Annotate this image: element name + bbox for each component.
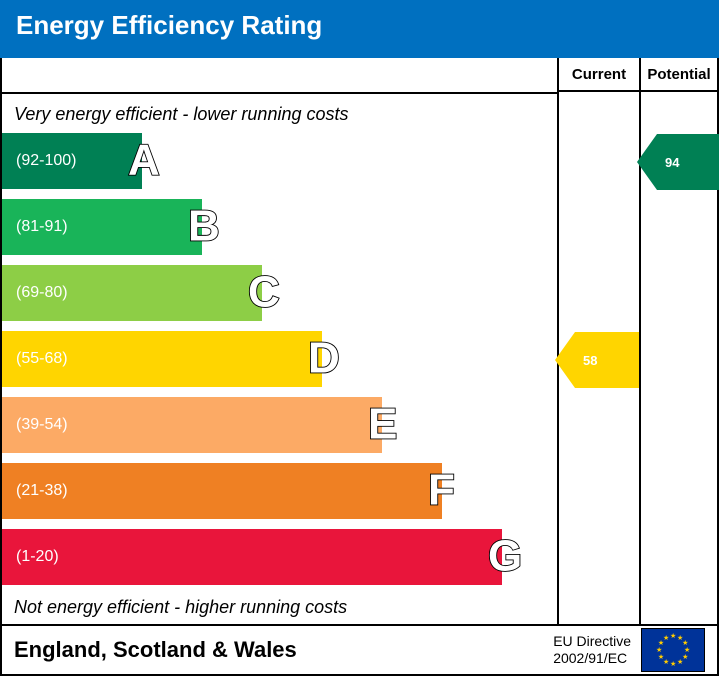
potential-header: Potential: [641, 58, 717, 92]
svg-text:G: G: [488, 532, 522, 581]
band-range-a: (92-100): [2, 152, 76, 170]
footer: England, Scotland & Wales EU Directive 2…: [2, 624, 717, 674]
band-letter-e: E: [360, 395, 420, 456]
band-letter-a: A: [120, 131, 180, 192]
eu-flag-icon: ★★★★★★★★★★★★: [641, 628, 705, 672]
title-bar: Energy Efficiency Rating: [0, 0, 719, 58]
band-row-g: (1-20) G: [2, 529, 557, 585]
band-letter-f: F: [420, 461, 480, 522]
current-pointer: 58: [555, 332, 639, 388]
top-caption: Very energy efficient - lower running co…: [2, 102, 557, 133]
svg-text:D: D: [308, 334, 340, 383]
band-range-e: (39-54): [2, 416, 68, 434]
band-range-c: (69-80): [2, 284, 68, 302]
region-text: England, Scotland & Wales: [14, 637, 297, 663]
band-range-f: (21-38): [2, 482, 68, 500]
band-row-d: (55-68) D: [2, 331, 557, 387]
potential-pointer: 94: [637, 134, 719, 190]
bottom-caption: Not energy efficient - higher running co…: [2, 591, 557, 624]
band-row-e: (39-54) E: [2, 397, 557, 453]
band-range-d: (55-68): [2, 350, 68, 368]
chart-frame: Very energy efficient - lower running co…: [0, 58, 719, 676]
band-range-b: (81-91): [2, 218, 68, 236]
epc-chart: Energy Efficiency Rating Very energy eff…: [0, 0, 719, 676]
band-letter-b: B: [180, 197, 240, 258]
svg-text:B: B: [188, 202, 220, 251]
bands-column: Very energy efficient - lower running co…: [2, 58, 559, 624]
band-letter-g: G: [480, 527, 540, 588]
svg-text:A: A: [128, 136, 160, 185]
current-header: Current: [559, 58, 639, 92]
directive-line1: EU Directive: [553, 633, 631, 650]
potential-column: Potential 94: [641, 58, 717, 624]
svg-text:C: C: [248, 268, 280, 317]
directive-block: EU Directive 2002/91/EC ★★★★★★★★★★★★: [553, 628, 705, 672]
directive-line2: 2002/91/EC: [553, 650, 631, 667]
band-row-b: (81-91) B: [2, 199, 557, 255]
band-row-f: (21-38) F: [2, 463, 557, 519]
current-column: Current 58: [559, 58, 641, 624]
potential-pointer-value: 94: [637, 155, 679, 170]
band-letter-d: D: [300, 329, 360, 390]
band-row-c: (69-80) C: [2, 265, 557, 321]
current-pointer-value: 58: [555, 353, 597, 368]
svg-text:F: F: [428, 466, 455, 515]
band-range-g: (1-20): [2, 548, 59, 566]
svg-text:E: E: [368, 400, 397, 449]
band-letter-c: C: [240, 263, 300, 324]
band-row-a: (92-100) A: [2, 133, 557, 189]
